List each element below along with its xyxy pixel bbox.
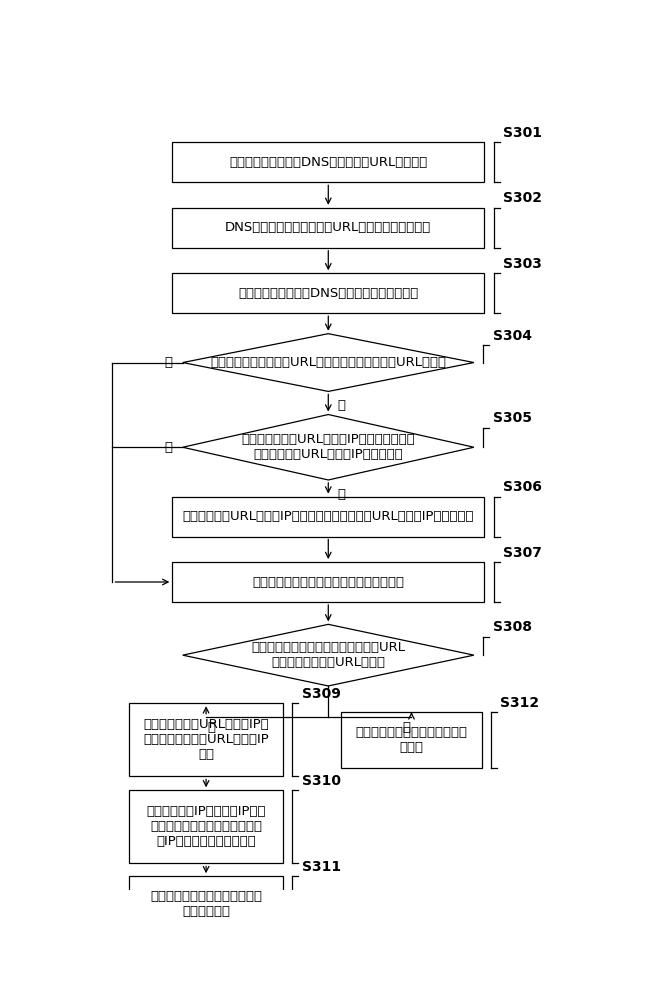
Bar: [342, 712, 482, 768]
Bar: [130, 790, 282, 863]
Bar: [172, 208, 484, 248]
Polygon shape: [183, 415, 474, 480]
Text: DNS服务器向移动终端返回URL查询请求的响应报文: DNS服务器向移动终端返回URL查询请求的响应报文: [225, 221, 431, 234]
Text: 网关设备判断该URL对应的IP地址是否存在于
预先存储的该URL对应的IP地址列表中: 网关设备判断该URL对应的IP地址是否存在于 预先存储的该URL对应的IP地址列…: [242, 433, 415, 461]
Text: S302: S302: [503, 191, 542, 205]
Bar: [130, 703, 282, 776]
Text: S305: S305: [493, 411, 531, 425]
Text: S306: S306: [503, 480, 542, 494]
Text: 将该业务访问请求路由到查询到
的业务服务器: 将该业务访问请求路由到查询到 的业务服务器: [150, 890, 262, 918]
Text: S301: S301: [503, 126, 542, 140]
Bar: [130, 876, 282, 932]
Bar: [172, 562, 484, 602]
Text: 否: 否: [403, 721, 410, 734]
Text: 是: 是: [338, 488, 346, 501]
Text: 是: 是: [207, 721, 215, 734]
Text: 根据查找到的IP地址，在IP地址
与业务服务器的对应关系中查找
该IP地址对应的业务服务器: 根据查找到的IP地址，在IP地址 与业务服务器的对应关系中查找 该IP地址对应的…: [146, 805, 266, 848]
Text: S312: S312: [501, 696, 539, 710]
Text: 否: 否: [164, 356, 172, 369]
Text: S308: S308: [493, 620, 531, 634]
Text: S303: S303: [503, 257, 542, 271]
Text: 将业务访问请求按照普通方式进
行路由: 将业务访问请求按照普通方式进 行路由: [356, 726, 468, 754]
Bar: [172, 273, 484, 313]
Text: 否: 否: [164, 441, 172, 454]
Text: 网关设备接收移动终端发送的业务访问请求: 网关设备接收移动终端发送的业务访问请求: [252, 576, 405, 588]
Text: S309: S309: [301, 687, 340, 701]
Text: 用户通过移动终端向DNS服务器发送URL查询请求: 用户通过移动终端向DNS服务器发送URL查询请求: [229, 156, 427, 169]
Polygon shape: [183, 334, 474, 391]
Bar: [172, 142, 484, 182]
Text: 网关设备判断业务访问请求中携带的URL
是否在自身存储的URL列表中: 网关设备判断业务访问请求中携带的URL 是否在自身存储的URL列表中: [251, 641, 405, 669]
Text: 网关设备截取并解析DNS服务器返回的响应报文: 网关设备截取并解析DNS服务器返回的响应报文: [238, 287, 419, 300]
Text: 网关设备判断待查询的URL是否存在于预先存储的URL列表中: 网关设备判断待查询的URL是否存在于预先存储的URL列表中: [210, 356, 446, 369]
Text: S307: S307: [503, 546, 542, 560]
Text: 网关设备将该URL对应的IP地址添加到存储的、该URL对应的IP地址列表中: 网关设备将该URL对应的IP地址添加到存储的、该URL对应的IP地址列表中: [183, 510, 474, 523]
Text: 在自身存储的该URL对应的IP地
址列表中，查找该URL对应的IP
地址: 在自身存储的该URL对应的IP地 址列表中，查找该URL对应的IP 地址: [143, 718, 269, 761]
Polygon shape: [183, 624, 474, 686]
Text: S310: S310: [301, 774, 340, 788]
Text: S311: S311: [301, 860, 341, 874]
Bar: [172, 497, 484, 537]
Text: 是: 是: [338, 399, 346, 412]
Text: S304: S304: [493, 329, 531, 343]
